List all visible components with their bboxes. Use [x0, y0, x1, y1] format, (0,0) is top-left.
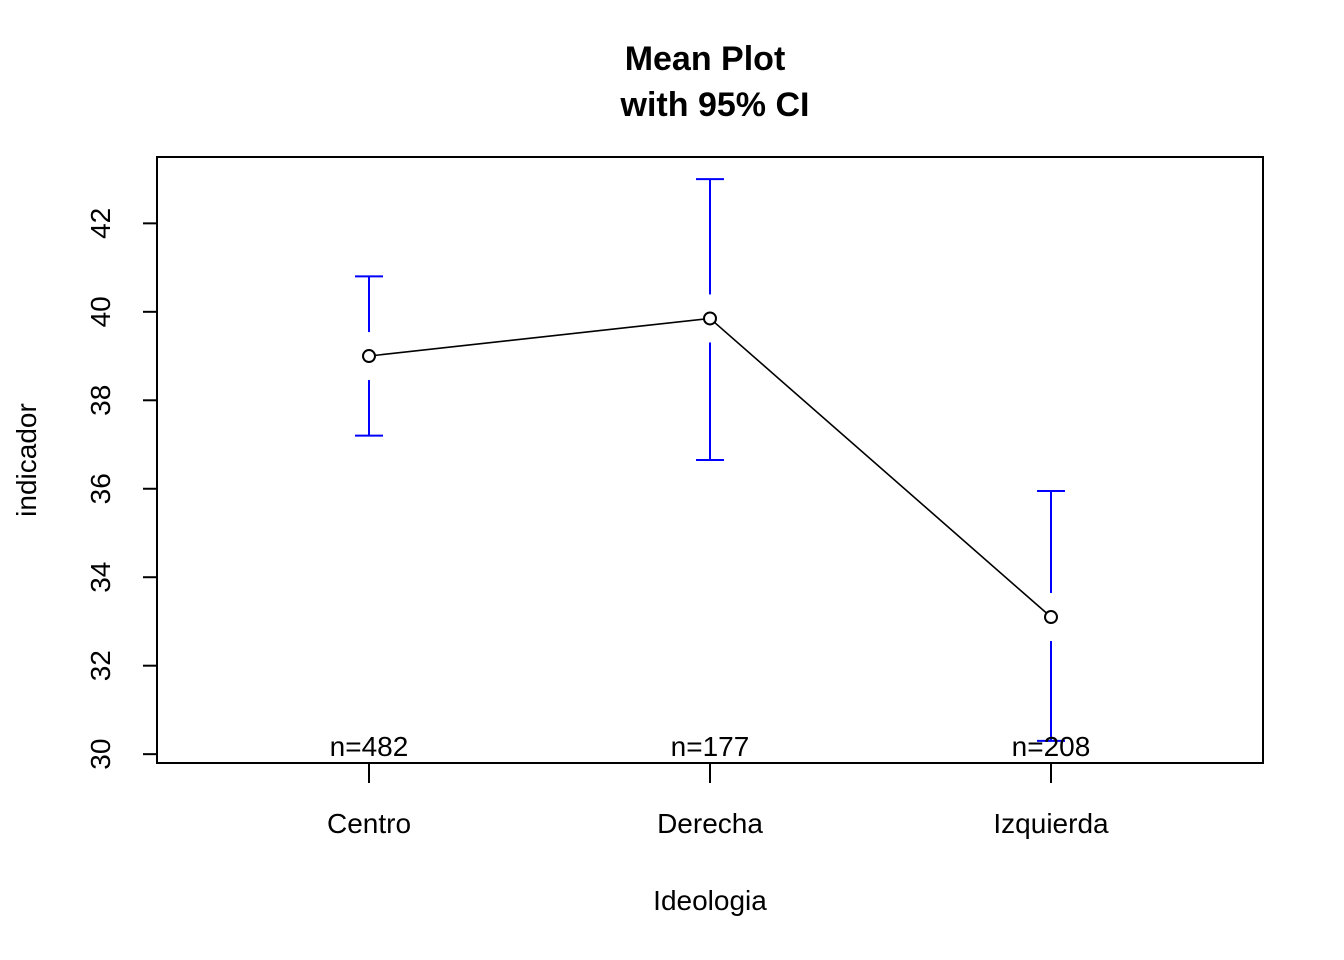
mean-point — [703, 311, 717, 326]
y-tick-label: 40 — [85, 296, 116, 327]
x-tick-label: Centro — [327, 808, 411, 839]
n-label: n=482 — [330, 731, 409, 762]
ci-bars — [355, 178, 1065, 742]
chart-subtitle: with 95% CI — [620, 86, 810, 124]
y-tick-label: 32 — [85, 650, 116, 681]
y-tick-label: 36 — [85, 473, 116, 504]
x-axis: Centro Derecha Izquierda — [327, 763, 1109, 839]
n-label: n=177 — [671, 731, 750, 762]
n-label: n=208 — [1012, 731, 1091, 762]
y-axis: 30 32 34 36 38 40 42 — [85, 208, 157, 770]
x-tick-label: Izquierda — [993, 808, 1109, 839]
y-tick-label: 34 — [85, 562, 116, 593]
x-tick-label: Derecha — [657, 808, 763, 839]
n-labels: n=482 n=177 n=208 — [330, 731, 1091, 762]
mean-series — [362, 311, 1058, 625]
chart-title: Mean Plot — [625, 40, 786, 78]
mean-point — [1044, 610, 1058, 625]
y-axis-label: indicador — [11, 403, 42, 517]
mean-point — [362, 349, 376, 364]
y-tick-label: 30 — [85, 739, 116, 770]
y-tick-label: 42 — [85, 208, 116, 239]
x-axis-label: Ideologia — [653, 885, 767, 916]
y-tick-label: 38 — [85, 385, 116, 416]
